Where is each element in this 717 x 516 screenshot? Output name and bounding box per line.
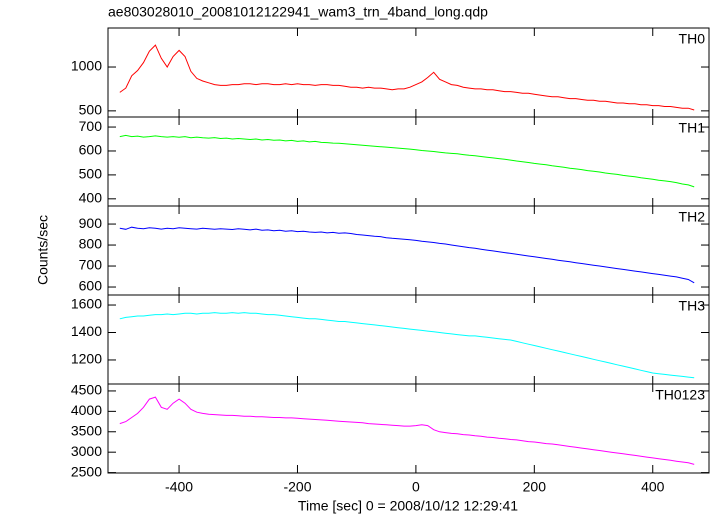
y-tick-label: 2500 (71, 463, 102, 479)
data-line (119, 396, 695, 465)
y-tick-label: 700 (79, 118, 103, 134)
chart-title: ae803028010_20081012122941_wam3_trn_4ban… (108, 4, 488, 20)
panel-label: TH1 (679, 120, 706, 136)
panel-label: TH0123 (655, 387, 705, 403)
panel-frame (107, 205, 710, 296)
panel-label: TH0 (679, 31, 706, 47)
panel-frame (107, 294, 710, 385)
y-tick-label: 1600 (71, 296, 102, 312)
y-tick-label: 4000 (71, 402, 102, 418)
y-tick-label: 900 (79, 215, 103, 231)
x-tick-label: 200 (523, 479, 547, 495)
data-line (119, 134, 695, 188)
x-axis-label: Time [sec] 0 = 2008/10/12 12:29:41 (298, 498, 518, 514)
panel-frame (107, 27, 710, 118)
y-tick-label: 800 (79, 236, 103, 252)
y-tick-label: 400 (79, 190, 103, 206)
panel-label: TH3 (679, 298, 706, 314)
y-tick-label: 4500 (71, 382, 102, 398)
y-tick-label: 1200 (71, 351, 102, 367)
y-tick-label: 3000 (71, 443, 102, 459)
data-line (119, 226, 695, 284)
panel-frame (107, 383, 710, 474)
x-tick-label: -400 (165, 479, 193, 495)
y-tick-label: 1400 (71, 323, 102, 339)
y-tick-label: 3500 (71, 422, 102, 438)
y-tick-label: 600 (79, 142, 103, 158)
x-tick-label: 0 (412, 479, 420, 495)
data-line (119, 312, 695, 379)
y-tick-label: 500 (79, 102, 103, 118)
data-line (119, 44, 695, 111)
y-tick-label: 700 (79, 257, 103, 273)
y-tick-label: 600 (79, 278, 103, 294)
x-tick-label: 400 (641, 479, 665, 495)
panel-frame (107, 116, 710, 207)
y-tick-label: 1000 (71, 58, 102, 74)
y-axis-label: Counts/sec (35, 215, 51, 285)
panel-label: TH2 (679, 209, 706, 225)
y-tick-label: 500 (79, 166, 103, 182)
x-tick-label: -200 (283, 479, 311, 495)
